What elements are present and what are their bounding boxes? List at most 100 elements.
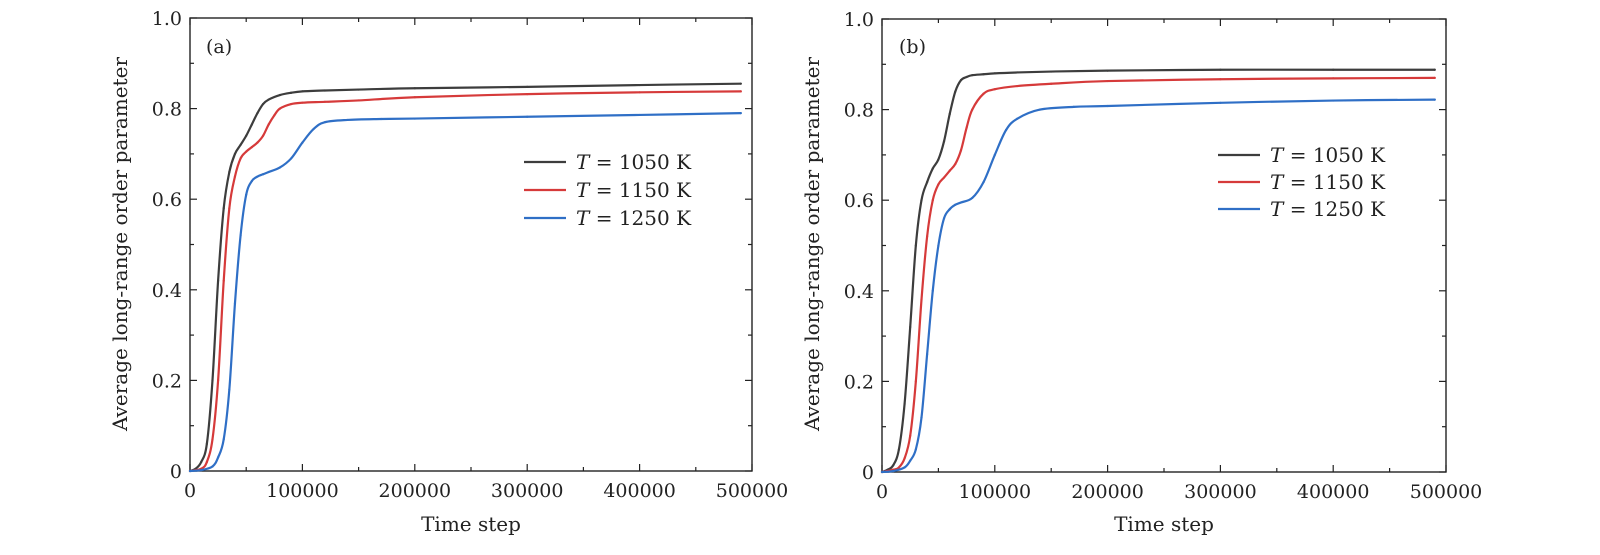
data-point-b-1 xyxy=(959,149,963,152)
series-line-b-1 xyxy=(880,76,1436,474)
data-point-a-1 xyxy=(273,114,276,117)
data-point-a-2 xyxy=(239,234,242,237)
data-point-b-2 xyxy=(959,201,963,204)
data-point-a-0 xyxy=(200,460,203,464)
legend-label-a-2: T = 1250 K xyxy=(576,206,692,230)
data-point-b-2 xyxy=(971,196,974,200)
data-point-a-0 xyxy=(301,90,304,93)
data-point-b-0 xyxy=(903,402,906,406)
data-point-a-0 xyxy=(290,91,293,94)
legend-rest-a-2: = 1250 K xyxy=(589,206,692,230)
legend-var-b-1: T xyxy=(1270,170,1285,194)
data-point-b-1 xyxy=(1050,82,1053,85)
data-point-b-0 xyxy=(1016,71,1019,74)
y-axis-title-b: Average long-range order parameter xyxy=(800,57,824,433)
data-point-b-2 xyxy=(954,203,957,206)
data-point-a-0 xyxy=(261,102,265,106)
data-point-a-1 xyxy=(217,379,220,382)
data-point-b-1 xyxy=(1106,79,1109,83)
data-point-b-2 xyxy=(1004,128,1008,132)
data-point-a-2 xyxy=(413,117,416,120)
data-point-b-0 xyxy=(971,74,974,77)
data-point-b-2 xyxy=(920,416,923,419)
legend-rest-a-0: = 1050 K xyxy=(589,150,692,174)
legend-var-a-1: T xyxy=(576,178,591,202)
data-point-b-1 xyxy=(942,176,946,179)
data-point-b-0 xyxy=(931,167,934,170)
data-point-a-2 xyxy=(267,170,270,174)
data-point-b-1 xyxy=(920,298,923,301)
data-point-a-0 xyxy=(217,279,220,282)
data-point-a-2 xyxy=(188,469,192,473)
data-point-b-0 xyxy=(914,244,917,247)
legend-a: T = 1050 KT = 1150 KT = 1250 K xyxy=(524,150,692,230)
data-point-a-1 xyxy=(526,93,529,96)
legend-rest-b-2: = 1250 K xyxy=(1283,197,1386,221)
legend-var-a-2: T xyxy=(576,206,591,230)
x-tick-label-b: 100000 xyxy=(959,481,1032,503)
legend-label-b-1: T = 1150 K xyxy=(1270,170,1386,194)
y-tick-label-a: 0.4 xyxy=(152,280,182,302)
data-point-b-2 xyxy=(880,470,884,474)
data-point-b-1 xyxy=(1433,76,1436,79)
panel-label-a: (a) xyxy=(206,36,232,58)
y-tick-label-b: 0.4 xyxy=(844,281,874,303)
x-tick-label-a: 300000 xyxy=(491,480,564,502)
data-point-a-1 xyxy=(222,279,225,282)
data-point-a-2 xyxy=(312,127,315,131)
x-tick-label-a: 200000 xyxy=(379,480,452,502)
y-tick-label-a: 0 xyxy=(170,461,182,483)
data-point-b-2 xyxy=(948,208,951,211)
tick-marks-b xyxy=(881,18,1447,473)
data-point-a-2 xyxy=(739,112,742,115)
data-point-a-2 xyxy=(638,113,641,117)
data-point-b-0 xyxy=(909,325,912,329)
data-point-a-0 xyxy=(739,82,742,85)
data-point-b-2 xyxy=(942,217,946,220)
data-point-b-1 xyxy=(971,108,974,111)
series-line-a-0 xyxy=(188,82,742,473)
y-tick-label-b: 0 xyxy=(862,462,874,484)
data-point-b-2 xyxy=(914,448,917,451)
y-tick-label-a: 1.0 xyxy=(152,8,182,30)
data-point-b-0 xyxy=(920,199,923,202)
x-tick-label-a: 100000 xyxy=(266,480,339,502)
y-tick-label-b: 0.8 xyxy=(844,100,874,122)
x-tick-label-b: 200000 xyxy=(1071,481,1144,503)
x-axis-title-b: Time step xyxy=(1114,512,1214,536)
legend-var-b-0: T xyxy=(1270,143,1285,167)
data-point-b-0 xyxy=(965,75,968,79)
legend-rest-b-1: = 1150 K xyxy=(1283,170,1386,194)
data-point-b-2 xyxy=(1219,101,1222,104)
data-point-b-2 xyxy=(1332,99,1335,102)
data-point-b-1 xyxy=(1016,84,1019,88)
data-point-b-1 xyxy=(897,466,901,469)
data-point-a-2 xyxy=(526,115,529,118)
data-point-b-0 xyxy=(948,113,951,116)
data-point-b-1 xyxy=(965,126,968,129)
tick-marks-a xyxy=(189,17,753,472)
data-point-a-2 xyxy=(379,117,383,121)
legend-label-a-0: T = 1050 K xyxy=(576,150,692,174)
y-tick-label-a: 0.8 xyxy=(152,99,182,121)
data-point-a-0 xyxy=(278,93,282,97)
data-point-a-2 xyxy=(278,166,282,169)
legend-label-b-0: T = 1050 K xyxy=(1270,143,1386,167)
data-point-b-1 xyxy=(954,162,957,166)
data-point-b-0 xyxy=(1219,68,1222,71)
plot-frame-a xyxy=(189,17,753,472)
data-point-b-0 xyxy=(993,72,996,75)
data-point-a-1 xyxy=(638,91,641,94)
data-point-b-2 xyxy=(931,289,934,292)
data-point-b-1 xyxy=(931,199,934,202)
data-point-b-1 xyxy=(937,183,940,186)
data-point-b-2 xyxy=(1433,98,1436,101)
y-tick-label-b: 0.6 xyxy=(844,190,874,212)
data-point-a-0 xyxy=(638,83,641,87)
data-point-a-2 xyxy=(200,468,203,472)
data-point-a-0 xyxy=(250,123,253,126)
data-point-a-1 xyxy=(239,157,242,160)
data-point-b-0 xyxy=(959,79,963,82)
x-tick-label-a: 500000 xyxy=(716,480,789,502)
data-point-a-2 xyxy=(261,173,265,176)
